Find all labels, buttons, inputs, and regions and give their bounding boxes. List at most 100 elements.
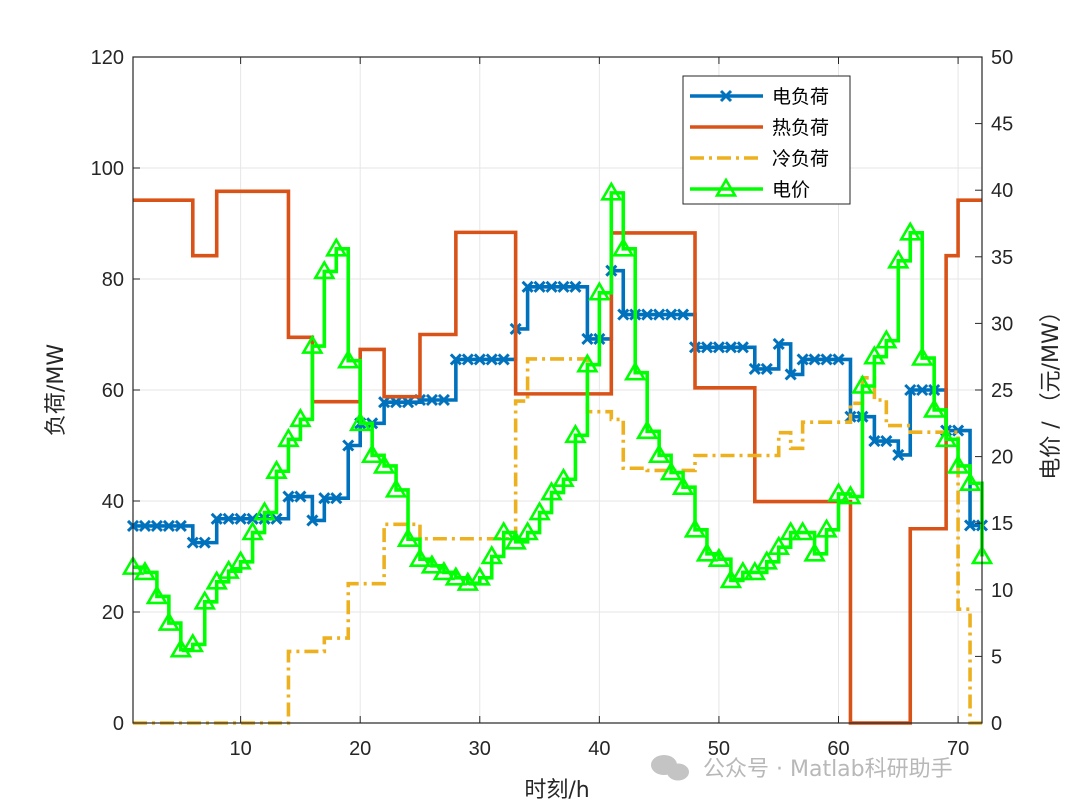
data-point <box>449 353 462 366</box>
data-point <box>325 237 348 257</box>
data-point <box>420 554 444 574</box>
x-tick-label: 40 <box>588 738 610 760</box>
data-point <box>700 341 714 354</box>
data-point <box>217 559 240 579</box>
data-point <box>504 530 527 550</box>
data-point <box>545 280 558 293</box>
data-point <box>868 434 881 448</box>
data-point <box>336 349 360 369</box>
series-热负荷 <box>133 189 982 725</box>
data-point <box>635 419 659 440</box>
legend-marker <box>719 89 733 103</box>
data-point <box>425 393 439 407</box>
y-right-tick-label: 30 <box>991 313 1013 335</box>
data-point <box>162 519 175 533</box>
y-left-tick-label: 100 <box>91 158 124 180</box>
data-point <box>497 353 510 366</box>
data-point <box>193 590 217 610</box>
data-point <box>348 411 372 432</box>
data-point <box>241 520 264 541</box>
data-point <box>437 393 450 407</box>
data-point <box>617 308 630 321</box>
watermark: 公众号 · Matlab科研助手 <box>651 755 953 782</box>
data-point <box>372 454 396 474</box>
data-point <box>401 396 415 409</box>
data-point <box>779 520 802 541</box>
x-tick-label: 20 <box>349 738 371 760</box>
data-point <box>485 353 498 366</box>
data-point <box>676 308 690 321</box>
y-right-tick-label: 15 <box>991 513 1013 535</box>
data-point <box>588 281 611 301</box>
data-point <box>736 341 749 354</box>
data-point <box>360 443 384 464</box>
data-point <box>396 527 420 547</box>
x-tick-label: 10 <box>229 738 251 760</box>
series-layer <box>121 181 994 725</box>
data-point <box>306 514 319 527</box>
data-point <box>145 584 169 605</box>
legend-label: 电负荷 <box>772 86 829 108</box>
data-point <box>576 353 599 373</box>
data-point <box>564 423 587 444</box>
data-point <box>791 520 814 541</box>
data-point <box>887 249 910 269</box>
data-point <box>851 374 874 394</box>
y-left-tick-label: 80 <box>102 269 124 291</box>
y-right-tick-label: 25 <box>991 380 1013 402</box>
data-point <box>533 280 546 293</box>
data-point <box>743 560 767 581</box>
data-point <box>205 570 228 590</box>
data-point <box>552 467 575 488</box>
data-point <box>898 221 922 241</box>
data-point <box>461 353 474 366</box>
data-point <box>581 332 594 346</box>
series-电价 <box>121 181 994 658</box>
legend-label: 电价 <box>772 179 810 201</box>
y-left-tick-label: 40 <box>102 491 124 513</box>
y-left-tick-label: 60 <box>102 380 124 402</box>
data-point <box>270 512 283 525</box>
data-point <box>875 329 898 349</box>
data-point <box>653 308 666 321</box>
data-point <box>521 280 534 293</box>
y-left-tick-label: 20 <box>102 602 124 624</box>
data-point <box>282 490 295 503</box>
data-point <box>815 518 838 538</box>
y-right-tick-label: 0 <box>991 713 1002 735</box>
data-point <box>540 480 563 501</box>
data-point <box>432 560 456 581</box>
data-point <box>253 500 276 521</box>
y-left-tick-label: 120 <box>91 47 124 69</box>
data-point <box>748 362 761 375</box>
data-point <box>246 512 259 525</box>
data-point <box>863 345 886 365</box>
data-point <box>301 334 324 354</box>
data-point <box>492 520 515 541</box>
data-point <box>444 566 468 586</box>
legend-label: 热负荷 <box>772 117 829 139</box>
data-point <box>707 547 731 567</box>
data-point <box>904 383 917 397</box>
data-point <box>318 492 331 505</box>
x-tick-label: 60 <box>827 738 849 760</box>
data-point <box>408 547 432 567</box>
data-point <box>796 353 809 366</box>
x-tick-label: 50 <box>708 738 730 760</box>
data-point <box>265 459 288 480</box>
data-point <box>910 346 934 366</box>
data-point <box>647 443 671 464</box>
data-point <box>695 542 719 562</box>
x-axis-label: 时刻/h <box>524 778 589 803</box>
data-point <box>600 181 623 201</box>
y-right-tick-label: 35 <box>991 247 1013 269</box>
data-point <box>880 434 893 448</box>
data-point <box>820 353 833 366</box>
data-point <box>641 308 654 321</box>
y-right-tick-label: 20 <box>991 447 1013 469</box>
data-point <box>922 398 946 418</box>
y-axis-right-label: 电价 / （元/MW） <box>1039 300 1064 480</box>
data-point <box>342 439 355 452</box>
